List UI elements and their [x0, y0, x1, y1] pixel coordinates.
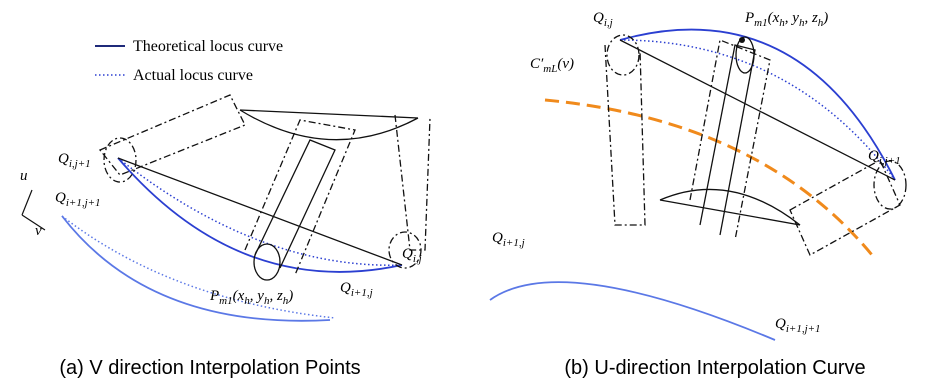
point-label: u [20, 168, 28, 184]
point-label: Qi+1,j [492, 230, 525, 249]
point-label: Qi,j [593, 10, 613, 29]
legend-label: Theoretical locus curve [133, 38, 283, 55]
label-text: , y [785, 10, 800, 26]
figure: Theoretical locus curve Actual locus curv… [0, 0, 931, 385]
panel-a-drawing [22, 46, 430, 321]
label-text: ) [287, 288, 293, 304]
lower-curve [62, 216, 330, 321]
subscript: m1 [219, 295, 232, 307]
subscript: m1 [754, 17, 767, 29]
subscript: i+1,j [503, 237, 525, 249]
point-label: Qi,j [402, 246, 422, 265]
label-text: (x [233, 288, 245, 304]
label-text: Q [58, 151, 69, 167]
top-chord [240, 110, 418, 118]
chord [118, 158, 402, 265]
point-label: C′mL(v) [530, 56, 574, 75]
caption: (b) U-direction Interpolation Curve [564, 357, 865, 379]
label-text: Q [402, 246, 413, 262]
label-text: C′ [530, 56, 544, 72]
point-label: Qi+1,j [340, 280, 373, 299]
point [739, 37, 745, 43]
label-text: Q [340, 280, 351, 296]
subscript: i,j [413, 253, 422, 265]
label-text: Q [868, 148, 879, 164]
panel-b-drawing [490, 30, 906, 340]
label-text: ) [822, 10, 828, 26]
label-text: u [20, 168, 28, 184]
point-label: Pm1(xh, yh, zh) [744, 10, 828, 29]
cylinder [255, 140, 335, 268]
lower-curve [490, 282, 775, 340]
subscript: i+1,j+1 [66, 197, 101, 209]
interpolation-curve [545, 100, 872, 255]
cylinder-end [736, 37, 754, 73]
cylinder [700, 45, 755, 235]
bottom-arc [660, 189, 800, 225]
point-label: Qi+1,j+1 [55, 190, 101, 209]
cylinder [245, 120, 355, 275]
point-label: Qi+1,j+1 [775, 316, 821, 335]
label-text: Q [775, 316, 786, 332]
label-text: , z [804, 10, 818, 26]
label-text: Q [492, 230, 503, 246]
cylinder-end [874, 161, 906, 209]
label-text: (x [768, 10, 780, 26]
caption: (a) V direction Interpolation Points [59, 357, 360, 379]
label-text: Q [593, 10, 604, 26]
legend-label: Actual locus curve [133, 67, 253, 84]
label-text: v [35, 223, 42, 239]
cylinder [605, 45, 645, 225]
label-text: Q [55, 190, 66, 206]
cylinder [395, 115, 430, 250]
subscript: i,j [604, 17, 613, 29]
label-text: P [209, 288, 219, 304]
label-text: , z [269, 288, 283, 304]
subscript: i+1,j+1 [786, 323, 821, 335]
theoretical-curve [620, 30, 895, 180]
label-text: (v) [557, 56, 574, 72]
subscript: i+1,j [351, 287, 373, 299]
point-label: Qi,j+1 [58, 151, 91, 170]
subscript: i,j+1 [69, 158, 91, 170]
bottom-chord [660, 200, 800, 225]
point-label: Pm1(xh, yh, zh) [209, 288, 293, 307]
label-text: , y [250, 288, 265, 304]
subscript: mL [543, 63, 557, 75]
subscript: i,j+1 [879, 155, 901, 167]
point-label: v [35, 223, 42, 239]
label-text: P [744, 10, 754, 26]
theoretical-curve [118, 158, 402, 272]
